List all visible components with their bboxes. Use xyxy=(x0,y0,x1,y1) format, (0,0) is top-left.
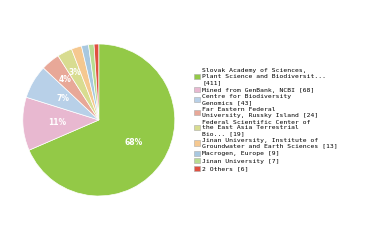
Wedge shape xyxy=(26,68,99,120)
Text: 11%: 11% xyxy=(48,118,66,127)
Wedge shape xyxy=(94,44,99,120)
Text: 4%: 4% xyxy=(59,74,71,84)
Text: 7%: 7% xyxy=(56,94,69,103)
Wedge shape xyxy=(58,49,99,120)
Wedge shape xyxy=(71,46,99,120)
Wedge shape xyxy=(23,97,99,150)
Wedge shape xyxy=(81,45,99,120)
Wedge shape xyxy=(89,44,99,120)
Wedge shape xyxy=(29,44,175,196)
Wedge shape xyxy=(43,56,99,120)
Text: 3%: 3% xyxy=(68,68,81,77)
Text: 68%: 68% xyxy=(125,138,143,147)
Legend: Slovak Academy of Sciences,
Plant Science and Biodiversit...
[411], Mined from G: Slovak Academy of Sciences, Plant Scienc… xyxy=(193,68,339,172)
